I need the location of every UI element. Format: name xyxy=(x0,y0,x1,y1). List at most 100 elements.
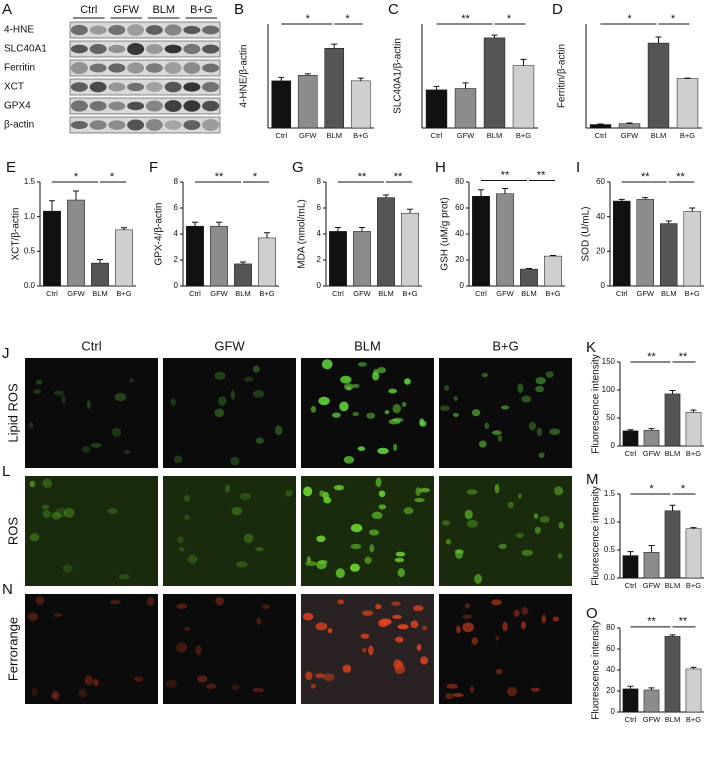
micrograph xyxy=(439,358,572,468)
group-label: GFW xyxy=(113,4,139,16)
bar xyxy=(454,88,477,129)
error-bar xyxy=(648,687,655,690)
blot-band xyxy=(202,82,220,92)
cell xyxy=(252,390,265,398)
significance-label: ** xyxy=(676,171,685,183)
error-bar xyxy=(192,221,198,227)
x-tick-label: B+G xyxy=(259,289,274,298)
y-tick-label: 6 xyxy=(317,203,322,212)
x-tick-label: Ctrl xyxy=(189,289,201,298)
bar xyxy=(67,199,85,287)
cell xyxy=(484,422,490,430)
cell xyxy=(206,683,217,690)
cell xyxy=(494,483,500,494)
cell xyxy=(332,412,341,418)
error-bar xyxy=(331,43,338,49)
error-bar xyxy=(618,198,625,202)
cell xyxy=(358,362,367,367)
bar xyxy=(643,551,660,579)
x-tick-label: B+G xyxy=(516,131,531,140)
cell xyxy=(178,547,185,552)
y-tick-label: 1.0 xyxy=(604,517,616,526)
row-label: ROS xyxy=(5,517,20,546)
cell xyxy=(376,367,386,374)
cell xyxy=(133,676,144,682)
significance-label: ** xyxy=(358,171,367,183)
bar xyxy=(271,80,292,129)
x-tick-label: Ctrl xyxy=(616,289,628,298)
error-bar xyxy=(655,36,662,44)
bar xyxy=(425,89,448,129)
cell xyxy=(397,624,409,630)
cell xyxy=(243,533,254,544)
x-tick-label: Ctrl xyxy=(625,449,637,458)
blot-band xyxy=(108,44,126,54)
x-tick-label: BLM xyxy=(378,289,393,298)
cell xyxy=(521,549,533,556)
significance-label: ** xyxy=(215,171,224,183)
significance-label: * xyxy=(306,13,311,25)
y-tick-label: 80 xyxy=(455,177,464,186)
error-bar xyxy=(689,207,696,212)
cell xyxy=(262,604,270,610)
cell xyxy=(453,396,459,401)
bar xyxy=(664,393,681,447)
cell xyxy=(445,692,454,700)
cell xyxy=(78,688,88,698)
cell xyxy=(471,409,481,417)
cell xyxy=(350,543,362,550)
y-tick-label: 0 xyxy=(611,441,616,450)
y-tick-label: 6 xyxy=(174,203,179,212)
x-tick-label: BLM xyxy=(661,289,676,298)
blot-band xyxy=(145,82,163,92)
y-tick-label: 60 xyxy=(606,644,615,653)
bar xyxy=(496,193,514,287)
x-tick-label: B+G xyxy=(685,289,700,298)
cell xyxy=(393,443,398,452)
panel-letter: G xyxy=(292,159,304,176)
protein-label: β-actin xyxy=(4,120,34,131)
cell xyxy=(63,507,75,518)
significance-label: * xyxy=(507,13,512,25)
error-bar xyxy=(73,190,79,201)
blot-strip xyxy=(69,59,221,77)
cell xyxy=(215,596,224,606)
x-tick-label: Ctrl xyxy=(46,289,58,298)
cell xyxy=(357,446,366,451)
significance-label: ** xyxy=(679,616,688,628)
blot-band xyxy=(183,43,201,55)
bar xyxy=(472,196,490,287)
y-tick-label: 0.5 xyxy=(24,246,36,255)
y-axis-label: GPX-4/β-actin xyxy=(154,203,165,266)
cell xyxy=(230,456,240,466)
blot-band xyxy=(183,25,201,35)
bar xyxy=(660,223,678,287)
row-label: Lipid ROS xyxy=(5,383,20,443)
blot-band xyxy=(145,44,163,54)
cell xyxy=(491,599,502,606)
cell xyxy=(35,596,45,605)
error-bar xyxy=(278,76,285,81)
cell xyxy=(456,625,461,634)
cell xyxy=(464,509,473,520)
bar xyxy=(353,231,371,287)
cell xyxy=(114,392,127,402)
panel-letter: M xyxy=(586,471,599,488)
cell xyxy=(302,612,314,621)
cell xyxy=(533,513,539,519)
cell xyxy=(345,386,352,391)
significance-label: * xyxy=(649,483,654,495)
cell xyxy=(360,633,370,639)
y-tick-label: 0 xyxy=(174,281,179,290)
error-bar xyxy=(665,220,672,224)
blot-band xyxy=(89,25,107,35)
cell xyxy=(256,617,262,626)
blot-band xyxy=(164,62,182,74)
cell xyxy=(362,647,367,653)
cell xyxy=(252,687,265,693)
cell xyxy=(422,625,428,631)
cell xyxy=(129,378,134,383)
bar xyxy=(589,124,612,129)
bar xyxy=(234,263,252,287)
cell xyxy=(318,560,328,565)
